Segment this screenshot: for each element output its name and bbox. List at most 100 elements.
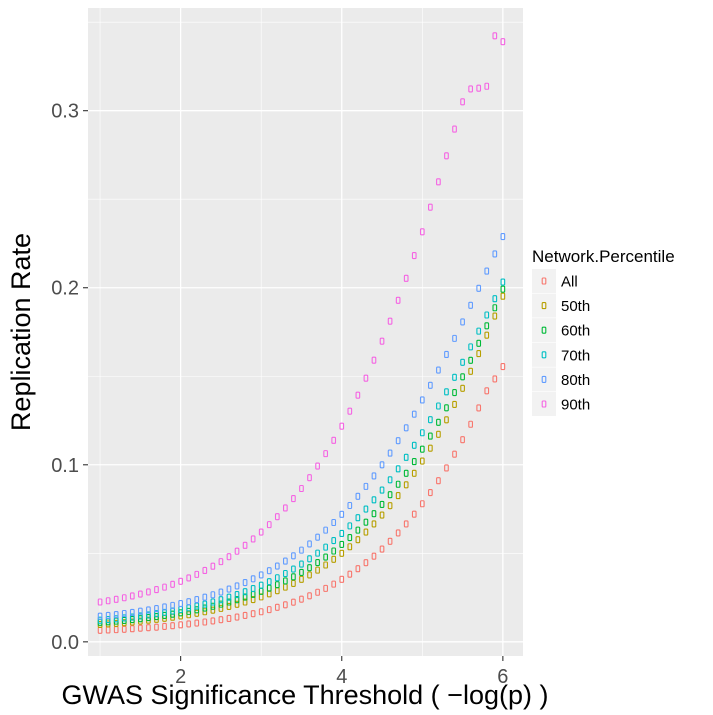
point-all (162, 622, 167, 630)
point-50th (476, 350, 482, 358)
point-all (283, 601, 288, 609)
point-50th (468, 367, 473, 375)
point-90th (218, 558, 224, 566)
point-80th (178, 600, 183, 608)
point-60th (387, 491, 393, 499)
point-80th (428, 381, 433, 389)
point-90th (129, 592, 135, 600)
point-70th (113, 615, 119, 623)
point-all (154, 623, 159, 631)
point-50th (226, 602, 232, 610)
point-50th (323, 561, 328, 569)
point-60th (299, 568, 304, 576)
point-70th (484, 311, 490, 319)
point-90th (178, 577, 183, 585)
legend-label-70th: 70th (561, 347, 590, 364)
point-60th (411, 458, 417, 466)
point-80th (299, 546, 304, 554)
point-90th (476, 84, 482, 92)
point-50th (387, 502, 393, 510)
point-80th (339, 510, 345, 518)
point-60th (419, 445, 425, 453)
point-all (419, 500, 425, 508)
point-70th (379, 486, 385, 494)
point-80th (379, 461, 385, 469)
point-90th (460, 98, 465, 106)
point-90th (331, 436, 337, 444)
point-all (202, 618, 208, 626)
point-90th (113, 595, 119, 603)
point-50th (331, 555, 337, 563)
point-all (210, 617, 216, 625)
legend: Network.Percentile All 50th 60th 70th 80th 90… (532, 247, 675, 416)
point-90th (395, 296, 401, 304)
point-50th (460, 384, 465, 392)
point-80th (202, 593, 208, 601)
point-50th (500, 292, 506, 300)
point-70th (307, 555, 312, 563)
point-70th (315, 549, 320, 557)
point-60th (323, 553, 328, 561)
point-60th (202, 604, 208, 612)
point-all (178, 621, 183, 629)
point-60th (186, 607, 192, 615)
point-all (129, 625, 135, 633)
point-60th (492, 304, 498, 312)
point-all (339, 575, 345, 583)
point-all (347, 570, 353, 578)
point-70th (242, 588, 248, 596)
point-80th (113, 611, 119, 619)
point-80th (226, 585, 232, 593)
point-60th (291, 573, 296, 581)
point-70th (339, 529, 345, 538)
point-70th (323, 543, 328, 551)
data-points (97, 32, 506, 634)
point-70th (299, 560, 304, 568)
point-80th (242, 578, 248, 587)
point-70th (476, 327, 482, 335)
point-90th (162, 583, 167, 591)
point-90th (452, 125, 457, 133)
point-70th (97, 616, 103, 624)
point-70th (395, 465, 401, 473)
point-80th (387, 449, 393, 457)
point-all (395, 529, 401, 537)
point-80th (500, 233, 506, 241)
point-80th (371, 472, 377, 480)
point-60th (210, 602, 216, 610)
point-70th (194, 602, 200, 610)
point-70th (436, 402, 441, 410)
point-80th (129, 608, 135, 616)
point-70th (105, 615, 111, 624)
point-all (492, 375, 498, 383)
point-60th (339, 540, 345, 549)
point-80th (323, 526, 328, 534)
y-tick-label: 0.3 (51, 101, 79, 123)
point-50th (484, 331, 490, 339)
point-90th (484, 82, 490, 90)
point-all (234, 613, 240, 621)
point-50th (218, 604, 224, 612)
point-90th (347, 407, 353, 415)
point-80th (315, 533, 320, 541)
point-50th (234, 600, 240, 608)
point-90th (363, 374, 369, 382)
point-50th (428, 444, 433, 452)
point-60th (428, 432, 433, 440)
point-90th (97, 598, 103, 606)
point-all (170, 622, 175, 630)
point-80th (460, 318, 465, 326)
point-90th (105, 597, 111, 605)
point-70th (129, 613, 135, 621)
point-70th (202, 600, 208, 608)
y-tick-label: 0.1 (51, 455, 79, 477)
point-90th (411, 251, 417, 260)
point-60th (436, 418, 441, 426)
point-80th (283, 557, 288, 565)
plot-panel (88, 8, 523, 656)
point-80th (194, 595, 200, 604)
point-70th (138, 612, 143, 620)
point-all (121, 625, 127, 633)
point-all (258, 608, 264, 616)
point-80th (395, 437, 401, 445)
